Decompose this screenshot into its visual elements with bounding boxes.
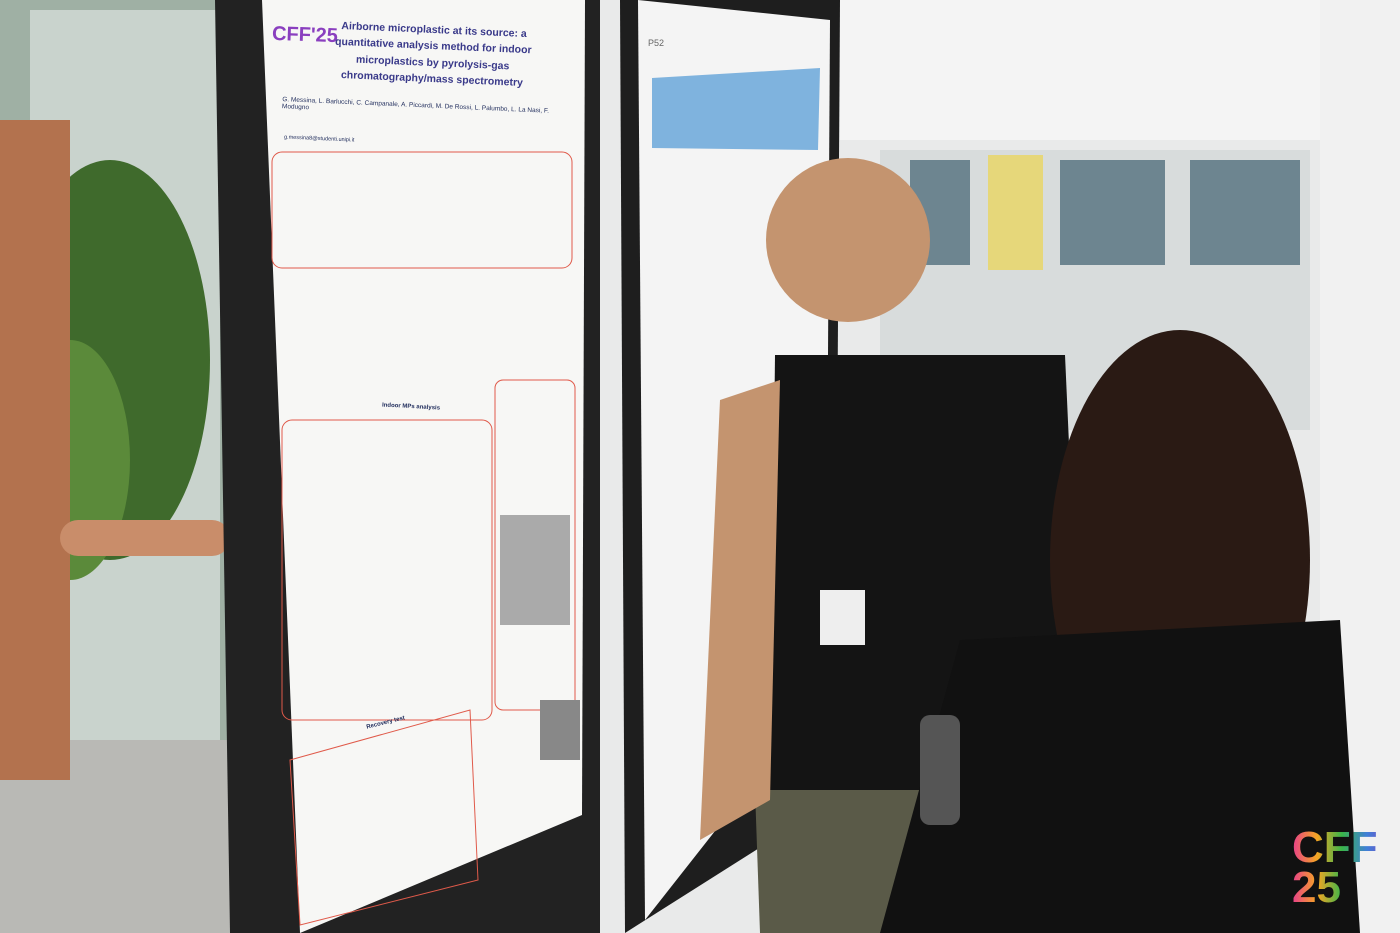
poster-box — [281, 419, 493, 721]
poster-box — [289, 709, 479, 926]
wall — [840, 0, 1320, 140]
arm — [60, 520, 230, 556]
watermark: CFF 25 — [1292, 825, 1392, 909]
poster — [262, 0, 585, 933]
head — [766, 158, 930, 322]
poster-box — [271, 151, 573, 269]
badge — [820, 590, 865, 645]
panel — [988, 155, 1043, 270]
poster-header — [652, 68, 820, 150]
poster-title: Airborne microplastic at its source: a q… — [334, 19, 532, 89]
window — [1060, 160, 1165, 265]
arm — [700, 380, 780, 840]
micrograph — [500, 515, 570, 625]
bottle — [920, 715, 960, 825]
poster-label: P52 — [648, 38, 665, 48]
shirt — [880, 620, 1360, 933]
micrograph — [540, 700, 580, 760]
person-left — [0, 120, 70, 780]
poster-box — [494, 379, 576, 711]
window — [1190, 160, 1300, 265]
